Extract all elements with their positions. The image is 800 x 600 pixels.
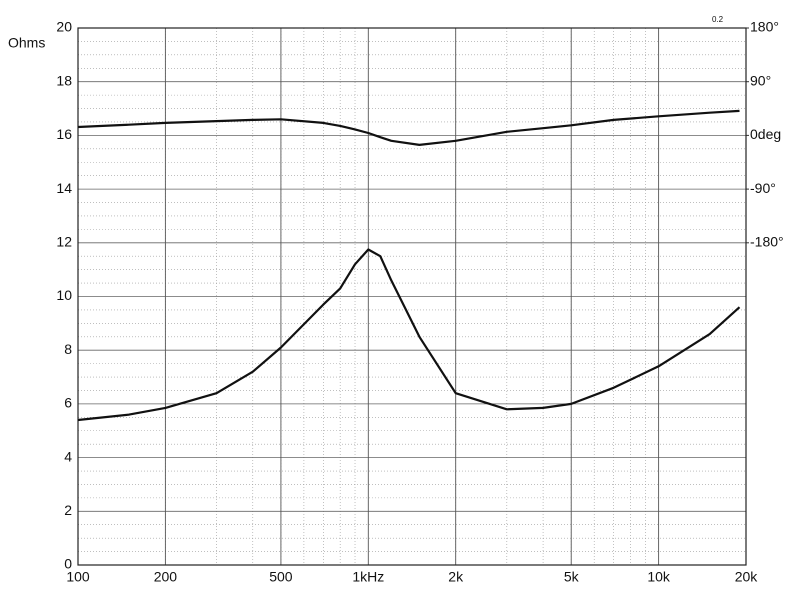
- y-tick-label: 16: [56, 126, 72, 142]
- y2-tick-label: 0deg: [750, 126, 781, 142]
- x-tick-label: 500: [269, 569, 293, 585]
- y-tick-label: 0: [64, 556, 72, 572]
- series-line: [77, 109, 740, 146]
- y2-tick-label: 180°: [750, 19, 779, 35]
- x-tick-label: 5k: [564, 569, 580, 585]
- plot-frame: [77, 27, 747, 566]
- y-tick-label: 12: [56, 234, 72, 250]
- y-tick-label: 6: [64, 395, 72, 411]
- y-tick-label: 14: [56, 180, 72, 196]
- y-axis-label: Ohms: [8, 35, 45, 51]
- x-tick-label: 200: [154, 569, 178, 585]
- y2-tick-label: -90°: [750, 180, 776, 196]
- series-line: [77, 248, 741, 422]
- y-tick-label: 8: [64, 341, 72, 357]
- annotation: 0.2: [712, 15, 724, 24]
- x-tick-label: 1kHz: [352, 569, 384, 585]
- y-tick-label: 10: [56, 287, 72, 303]
- x-tick-label: 20k: [735, 569, 759, 585]
- y-tick-label: 20: [56, 19, 72, 35]
- y-tick-label: 2: [64, 502, 72, 518]
- x-tick-label: 2k: [448, 569, 464, 585]
- x-tick-label: 100: [66, 569, 90, 585]
- y-tick-label: 4: [64, 448, 72, 464]
- x-tick-label: 10k: [647, 569, 671, 585]
- y2-tick-label: 90°: [750, 72, 771, 88]
- y2-tick-label: -180°: [750, 234, 784, 250]
- y-tick-label: 18: [56, 72, 72, 88]
